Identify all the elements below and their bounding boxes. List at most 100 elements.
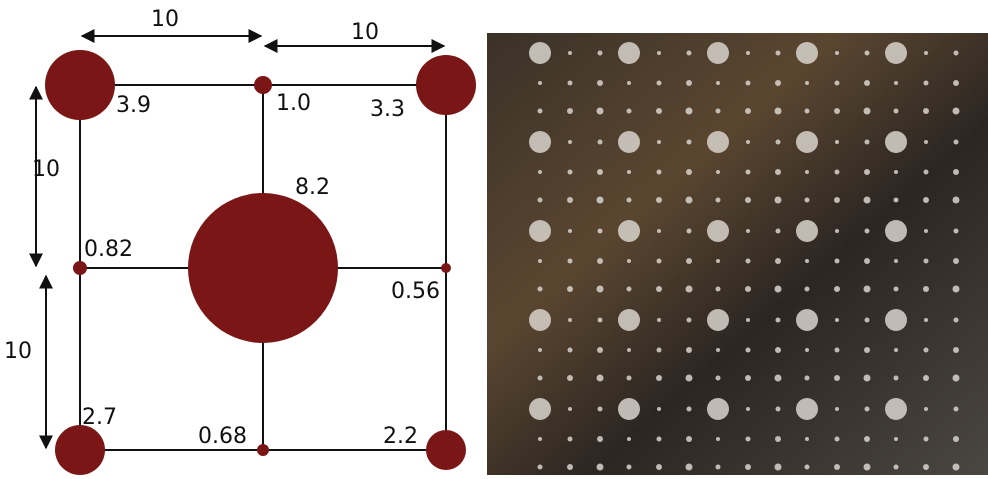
photo-dot [923,108,929,114]
photo-dot [923,375,929,381]
photo-dot [805,81,809,85]
photo-background [487,33,988,475]
photo-dot [656,286,662,292]
photo-dot [538,81,542,85]
photo-dot [538,465,543,470]
photo-dot [775,464,782,471]
photo-dot [864,436,870,442]
photo-dot [775,108,782,115]
photo-dot [568,51,572,55]
photo-dot [775,286,782,293]
photo-dot [627,81,631,85]
photo-dot [776,407,781,412]
photo-dot [924,348,929,353]
photo-dot [835,407,839,411]
photo-dot [953,464,960,471]
node-label: 0.68 [198,424,247,449]
photo-dot [597,108,604,115]
photo-dot [716,170,720,174]
photo-dot [656,108,662,114]
photo-dot [924,437,929,442]
photo-dot [597,286,604,293]
photo-dot [568,140,572,144]
photo-dot [657,259,662,264]
photo-dot [716,198,721,203]
photo-dot [864,169,870,175]
photo-dot [805,109,810,114]
photo-dot [597,197,604,204]
photo-dot [954,140,959,145]
photo-dot [864,464,871,471]
photo-dot [538,437,542,441]
photo-dot [954,407,959,412]
photo-dot [597,169,603,175]
photo-dot [618,131,640,153]
photo-dot [864,347,870,353]
photo-dot [618,398,640,420]
photo-dot [746,81,751,86]
photo-dot [775,169,781,175]
page: 10 10 10 10 3.9 1.0 3.3 0.82 8.2 0.56 2.… [0,0,988,475]
photo-dot [567,464,573,470]
photo-dot [627,376,632,381]
photo-dot [924,51,928,55]
photo-dot [656,197,662,203]
photo-dot [707,398,729,420]
photo-dot [657,81,662,86]
photo-dot [529,309,551,331]
photo-dot [885,398,907,420]
photo-dot [924,229,928,233]
photo-dot [538,109,543,114]
photo-dot [618,309,640,331]
photo-dot [745,197,751,203]
photo-dot [953,347,959,353]
photo-dot [568,407,572,411]
photo-dot [618,220,640,242]
photo-dot [656,375,662,381]
photo-dot [865,407,870,412]
photo-dot [657,229,661,233]
photo-dot [834,375,840,381]
photo-dot [954,318,959,323]
photo-dot [864,375,871,382]
photo-dot [687,51,692,56]
photo-dot [745,464,751,470]
photo-dot [775,375,782,382]
photo-dot [627,437,631,441]
photo-dot [953,108,960,115]
photo-dot [627,198,632,203]
photo-dot [953,258,959,264]
photo-dot [924,170,929,175]
dimension-label: 10 [151,7,179,32]
photo-dot [597,464,604,471]
photo-dot [568,318,572,322]
photo-dot [894,170,898,174]
photo-dot [529,131,551,153]
photo-dot [568,81,573,86]
node-label: 2.2 [383,424,418,449]
photo-dot [805,465,810,470]
photo-dot [894,348,898,352]
photo-dot [835,348,840,353]
photo-dot [775,197,782,204]
photo-dot [686,347,692,353]
photo-dot [864,286,871,293]
photo-dot [567,108,573,114]
photo-dot [746,229,750,233]
photo-dot [953,286,960,293]
photo-dot [805,376,810,381]
photo-dot [835,51,839,55]
dimension-label: 10 [32,157,60,182]
photo-dot [597,375,604,382]
photo-dot [568,170,573,175]
photo-dot [885,42,907,64]
photo-dot [805,348,809,352]
photo-dot [686,258,692,264]
photo-dot [835,140,839,144]
node-label: 3.3 [370,97,405,122]
photo-dot [953,169,959,175]
photo-dot [924,259,929,264]
photo-dot [835,170,840,175]
photo-dot [627,259,631,263]
photo-dot [923,464,929,470]
